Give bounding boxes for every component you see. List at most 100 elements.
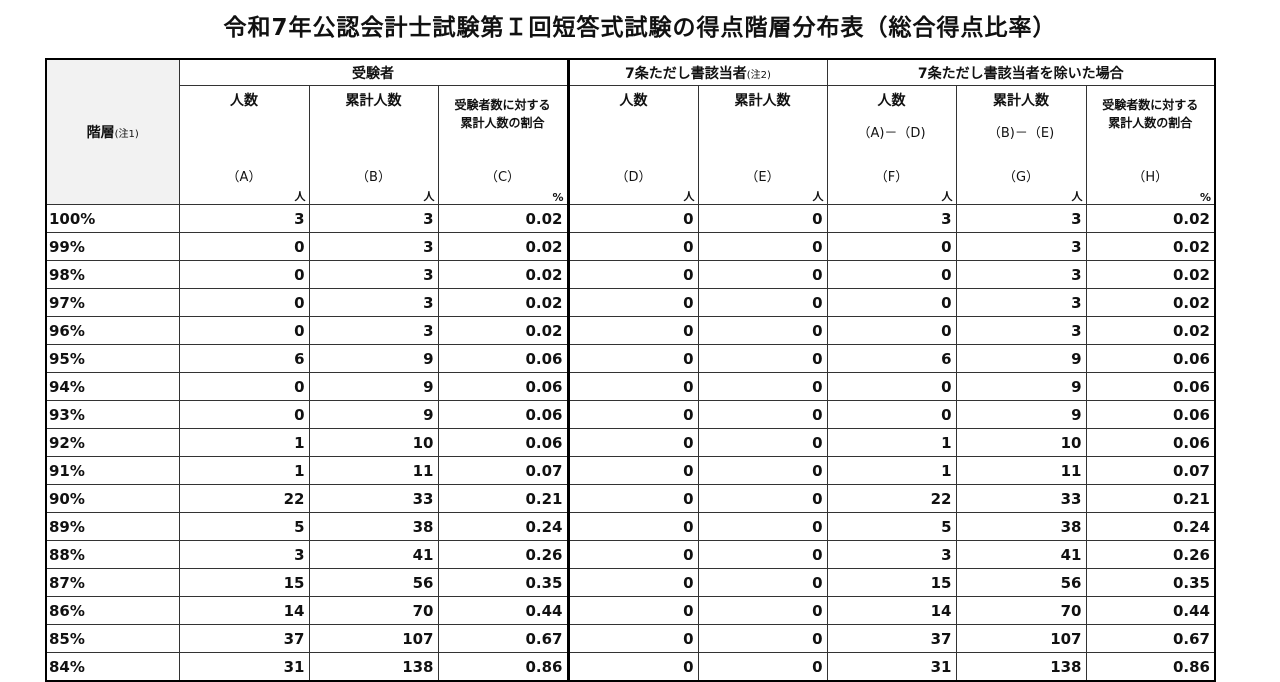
- row-label: 88%: [45, 540, 180, 569]
- column-header-row: 人数 （A）人累計人数 （B）人受験者数に対する 累計人数の割合 （C）% 人数 （D）人累…: [46, 85, 1216, 205]
- column-formula: （A)－（D): [857, 126, 926, 141]
- table-cell: 0: [697, 540, 828, 569]
- column-unit: 人: [812, 190, 824, 203]
- column-title-line: 人数: [230, 93, 258, 109]
- table-cell: 5: [826, 512, 957, 541]
- table-cell: 0.06: [1085, 372, 1216, 401]
- table-cell: 9: [308, 344, 439, 373]
- distribution-table: 階層(注1) 受験者 7条ただし書該当者(注2) 7条ただし書該当者を除いた場合 人…: [45, 58, 1216, 682]
- table-cell: 0.21: [1085, 484, 1216, 513]
- table-cell: 0: [567, 484, 699, 513]
- table-cell: 15: [178, 568, 310, 597]
- table-row: 90% 22 33 0.21 0 0 22 33 0.21: [45, 484, 1216, 513]
- column-header: 累計人数 （E） 人: [697, 85, 828, 205]
- table-row: 97% 0 3 0.02 0 0 0 3 0.02: [45, 288, 1216, 317]
- table-cell: 0: [697, 260, 828, 289]
- column-title-line: 受験者数に対する: [1102, 98, 1199, 112]
- table-cell: 0: [826, 288, 957, 317]
- table-cell: 0: [567, 232, 699, 261]
- table-cell: 3: [308, 316, 439, 345]
- table-cell: 0: [697, 204, 828, 233]
- table-cell: 1: [178, 456, 310, 485]
- column-title: 人数: [180, 92, 309, 110]
- table-cell: 0.35: [1085, 568, 1216, 597]
- table-row: 91% 1 11 0.07 0 0 1 11 0.07: [45, 456, 1216, 485]
- table-cell: 0.02: [437, 288, 570, 317]
- column-title: 人数: [570, 92, 698, 110]
- table-cell: 3: [178, 204, 310, 233]
- table-cell: 0: [567, 540, 699, 569]
- table-cell: 0: [567, 344, 699, 373]
- table-cell: 3: [955, 288, 1087, 317]
- table-cell: 0: [178, 400, 310, 429]
- table-cell: 6: [178, 344, 310, 373]
- group-header: 受験者: [178, 58, 570, 86]
- table-cell: 0: [178, 232, 310, 261]
- table-row: 87% 15 56 0.35 0 0 15 56 0.35: [45, 568, 1216, 597]
- table-cell: 0.86: [437, 652, 570, 682]
- table-cell: 0.26: [437, 540, 570, 569]
- table-cell: 11: [955, 456, 1087, 485]
- table-cell: 38: [308, 512, 439, 541]
- row-label: 92%: [45, 428, 180, 457]
- table-cell: 0: [567, 316, 699, 345]
- table-row: 92% 1 10 0.06 0 0 1 10 0.06: [45, 428, 1216, 457]
- table-cell: 33: [955, 484, 1087, 513]
- table-body: 100% 3 3 0.02 0 0 3 3 0.02 99% 0 3 0.02 0 0 0 3 0.02 98% 0 3…: [45, 204, 1216, 682]
- row-label: 91%: [45, 456, 180, 485]
- column-title-line: 人数: [877, 93, 906, 109]
- row-label: 89%: [45, 512, 180, 541]
- column-title: 受験者数に対する 累計人数の割合: [1087, 96, 1215, 132]
- column-title: 人数: [828, 92, 956, 110]
- table-cell: 9: [955, 400, 1087, 429]
- table-cell: 0.44: [1085, 596, 1216, 625]
- column-header: 累計人数 （B） 人: [308, 85, 439, 205]
- table-cell: 0.06: [1085, 400, 1216, 429]
- table-cell: 0: [697, 232, 828, 261]
- column-code: （D）: [615, 170, 652, 185]
- table-cell: 0: [178, 372, 310, 401]
- table-cell: 0: [697, 512, 828, 541]
- group-header-row: 階層(注1) 受験者 7条ただし書該当者(注2) 7条ただし書該当者を除いた場合: [45, 58, 1216, 205]
- table-cell: 15: [826, 568, 957, 597]
- row-label: 90%: [45, 484, 180, 513]
- table-cell: 107: [955, 624, 1087, 653]
- stub-label: 階層: [86, 125, 115, 141]
- table-cell: 0: [697, 624, 828, 653]
- table-cell: 0: [697, 484, 828, 513]
- column-header: 人数 （A)－（D) （F） 人: [826, 85, 957, 205]
- stub-note: (注1): [114, 129, 139, 140]
- table-cell: 0.06: [1085, 428, 1216, 457]
- table-cell: 14: [826, 596, 957, 625]
- column-title-line: 累計人数: [993, 93, 1049, 109]
- table-row: 86% 14 70 0.44 0 0 14 70 0.44: [45, 596, 1216, 625]
- table-cell: 0: [697, 400, 828, 429]
- table-cell: 0.26: [1085, 540, 1216, 569]
- table-cell: 3: [826, 204, 957, 233]
- table-row: 89% 5 38 0.24 0 0 5 38 0.24: [45, 512, 1216, 541]
- column-unit: 人: [423, 190, 435, 203]
- table-cell: 14: [178, 596, 310, 625]
- table-cell: 11: [308, 456, 439, 485]
- group-header: 7条ただし書該当者(注2): [567, 58, 828, 86]
- table-row: 88% 3 41 0.26 0 0 3 41 0.26: [45, 540, 1216, 569]
- table-cell: 0: [567, 428, 699, 457]
- table-cell: 3: [955, 204, 1087, 233]
- column-unit: 人: [294, 190, 306, 203]
- column-code: （H）: [1132, 170, 1169, 185]
- table-cell: 0.02: [437, 204, 570, 233]
- table-cell: 0: [567, 260, 699, 289]
- table-cell: 0: [697, 652, 828, 682]
- row-label: 84%: [45, 652, 180, 682]
- table-cell: 0.02: [437, 232, 570, 261]
- table-cell: 0: [697, 596, 828, 625]
- table-cell: 0: [697, 288, 828, 317]
- column-header: 累計人数 （B)－（E) （G） 人: [955, 85, 1087, 205]
- column-title-line: 累計人数の割合: [1108, 116, 1193, 130]
- table-cell: 0: [697, 372, 828, 401]
- table-cell: 0: [567, 512, 699, 541]
- table-cell: 1: [826, 456, 957, 485]
- table-cell: 33: [308, 484, 439, 513]
- table-cell: 3: [826, 540, 957, 569]
- table-cell: 1: [826, 428, 957, 457]
